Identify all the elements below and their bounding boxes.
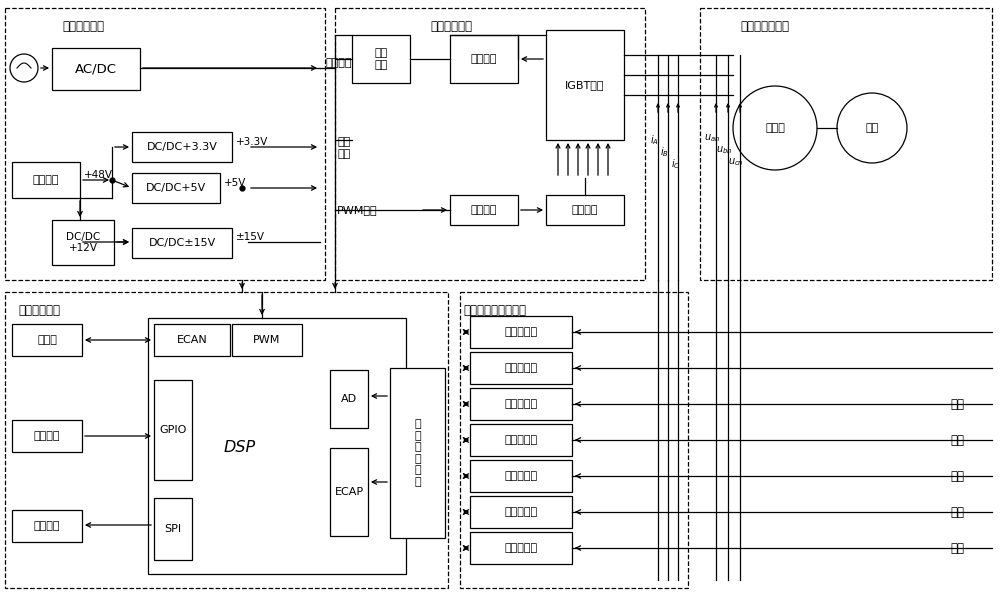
Bar — [470, 496, 572, 528]
Text: 速度传感器: 速度传感器 — [504, 471, 538, 481]
Bar — [12, 420, 82, 452]
Text: $i_C$: $i_C$ — [671, 157, 680, 171]
Bar — [132, 173, 220, 203]
Bar — [700, 8, 992, 280]
Bar — [52, 48, 140, 90]
Bar — [12, 324, 82, 356]
Text: 光耦隔离: 光耦隔离 — [471, 205, 497, 215]
Text: 母线
电压: 母线 电压 — [337, 137, 350, 159]
Bar — [52, 220, 114, 265]
Text: 开关电源: 开关电源 — [33, 175, 59, 185]
Bar — [154, 324, 230, 356]
Bar — [546, 30, 624, 140]
Text: GPIO: GPIO — [159, 425, 187, 435]
Text: ±15V: ±15V — [236, 232, 265, 242]
Bar — [470, 388, 572, 420]
Bar — [330, 448, 368, 536]
Text: +5V: +5V — [224, 178, 246, 188]
Text: PWM信号: PWM信号 — [337, 205, 378, 215]
Bar — [330, 370, 368, 428]
Text: AC/DC: AC/DC — [75, 63, 117, 76]
Text: 鼓风机本体部分: 鼓风机本体部分 — [740, 20, 789, 33]
Text: 制动电路: 制动电路 — [471, 54, 497, 64]
Text: 流量传感器: 流量传感器 — [504, 543, 538, 553]
Text: 传感器信息获取部分: 传感器信息获取部分 — [463, 304, 526, 317]
Bar — [132, 132, 232, 162]
Text: 功率驱动部分: 功率驱动部分 — [430, 20, 472, 33]
Text: 电压传感器: 电压传感器 — [504, 327, 538, 337]
Text: $u_{bn}$: $u_{bn}$ — [716, 144, 732, 156]
Text: 电源管理部分: 电源管理部分 — [62, 20, 104, 33]
Bar — [450, 35, 518, 83]
Bar — [470, 352, 572, 384]
Text: 信
号
调
理
电
路: 信 号 调 理 电 路 — [414, 419, 421, 487]
Text: DC/DC+5V: DC/DC+5V — [146, 183, 206, 193]
Bar — [335, 8, 645, 280]
Text: 核心控制部分: 核心控制部分 — [18, 304, 60, 317]
Text: SPI: SPI — [164, 524, 182, 534]
Bar — [232, 324, 302, 356]
Text: 流量: 流量 — [950, 542, 964, 554]
Bar — [546, 195, 624, 225]
Bar — [5, 292, 448, 588]
Bar — [154, 380, 192, 480]
Text: AD: AD — [341, 394, 357, 404]
Text: 振动: 振动 — [950, 398, 964, 411]
Text: ECAP: ECAP — [334, 487, 364, 497]
Text: 振动传感器: 振动传感器 — [504, 399, 538, 409]
Text: $i_A$: $i_A$ — [650, 133, 659, 147]
Text: $u_{cn}$: $u_{cn}$ — [728, 156, 744, 168]
Bar — [470, 532, 572, 564]
Text: 母线电压: 母线电压 — [325, 58, 352, 68]
Text: 鼓风机: 鼓风机 — [765, 123, 785, 133]
Text: 温度传感器: 温度传感器 — [504, 435, 538, 445]
Text: IGBT单元: IGBT单元 — [565, 80, 605, 90]
Bar — [352, 35, 410, 83]
Text: 显示模块: 显示模块 — [34, 521, 60, 531]
Text: PWM: PWM — [253, 335, 281, 345]
Text: 速度: 速度 — [950, 470, 964, 483]
Bar — [470, 316, 572, 348]
Text: 电流传感器: 电流传感器 — [504, 363, 538, 373]
Text: 温度: 温度 — [950, 433, 964, 446]
Bar — [460, 292, 688, 588]
Text: +3.3V: +3.3V — [236, 137, 268, 147]
Bar — [390, 368, 445, 538]
Text: +48V: +48V — [84, 170, 113, 180]
Bar — [12, 510, 82, 542]
Bar — [470, 424, 572, 456]
Bar — [148, 318, 406, 574]
Text: 负载: 负载 — [865, 123, 879, 133]
Text: 按键控制: 按键控制 — [34, 431, 60, 441]
Text: 压力传感器: 压力传感器 — [504, 507, 538, 517]
Text: DC/DC±15V: DC/DC±15V — [148, 238, 216, 248]
Text: DC/DC
+12V: DC/DC +12V — [66, 232, 100, 253]
Text: $u_{an}$: $u_{an}$ — [704, 132, 720, 144]
Text: $i_B$: $i_B$ — [660, 145, 669, 159]
Bar — [470, 460, 572, 492]
Bar — [450, 195, 518, 225]
Text: 上位机: 上位机 — [37, 335, 57, 345]
Text: ECAN: ECAN — [177, 335, 207, 345]
Bar — [132, 228, 232, 258]
Bar — [154, 498, 192, 560]
Bar — [12, 162, 80, 198]
Text: 驱动电路: 驱动电路 — [572, 205, 598, 215]
Text: DSP: DSP — [224, 440, 256, 455]
Text: DC/DC+3.3V: DC/DC+3.3V — [147, 142, 217, 152]
Text: 压力: 压力 — [950, 505, 964, 519]
Bar — [5, 8, 325, 280]
Text: 缓冲
电路: 缓冲 电路 — [374, 48, 388, 70]
